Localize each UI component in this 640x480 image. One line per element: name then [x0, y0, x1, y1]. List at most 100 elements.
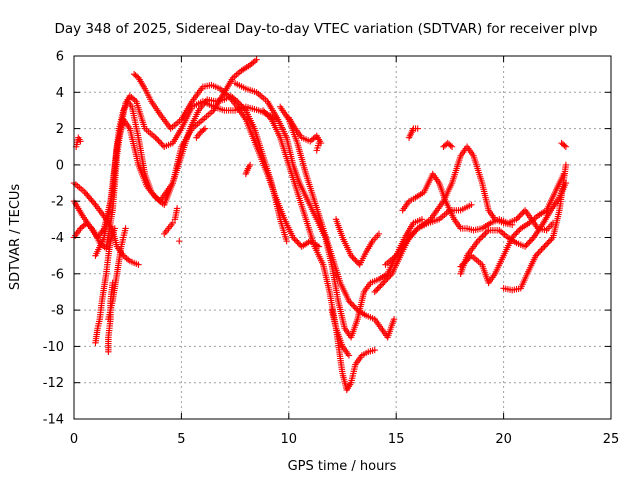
series-arc-x: [399, 170, 557, 234]
data-point: [349, 253, 356, 261]
data-point: [514, 228, 522, 235]
data-point: [135, 261, 142, 268]
data-point: [246, 161, 254, 169]
data-point: [352, 256, 359, 264]
data-point: [294, 238, 301, 246]
data-point: [510, 232, 517, 240]
data-point: [153, 135, 161, 143]
data-point: [546, 237, 554, 244]
data-point: [241, 105, 248, 113]
data-point: [315, 139, 323, 147]
data-point: [477, 234, 485, 242]
data-point: [264, 111, 271, 119]
data-point: [447, 142, 454, 149]
y-tick-labels: -14 -12 -10 -8 -6 -4 -2 0 2 4 6: [43, 50, 64, 428]
data-point: [111, 225, 119, 232]
x-axis-label: GPS time / hours: [288, 459, 397, 474]
series-arc-n: [231, 80, 426, 341]
data-point: [381, 278, 388, 285]
axis-ticks: [73, 55, 612, 420]
data-point: [539, 244, 547, 252]
data-point: [524, 240, 532, 247]
data-point: [519, 210, 526, 217]
data-point: [535, 249, 542, 256]
data-point: [527, 237, 535, 244]
data-point: [521, 243, 529, 250]
data-point: [529, 235, 536, 243]
data-point: [283, 237, 290, 245]
data-point: [479, 233, 486, 240]
data-point: [374, 285, 381, 293]
series-arc-d: [92, 56, 260, 259]
series-arc-s: [332, 216, 383, 268]
data-point: [372, 287, 380, 294]
data-point: [345, 352, 353, 359]
data-point: [239, 104, 247, 111]
data-point: [201, 125, 209, 132]
data-point: [474, 237, 482, 245]
series-arc-zc: [558, 139, 570, 150]
series-arc-c: [70, 92, 290, 245]
series-arc-y: [440, 139, 456, 150]
y-tick-label: -2: [51, 195, 64, 210]
y-tick-label: -10: [43, 340, 64, 355]
data-point: [384, 275, 391, 282]
series-arc-l: [176, 237, 183, 245]
data-point: [371, 346, 378, 354]
y-tick-label: 0: [56, 158, 64, 173]
data-point: [261, 108, 268, 116]
data-point: [152, 134, 159, 141]
series-arc-i: [130, 70, 323, 250]
data-point: [173, 205, 181, 212]
data-point: [347, 299, 354, 306]
y-tick-label: 4: [56, 86, 64, 101]
data-point: [378, 281, 386, 288]
data-point: [348, 300, 356, 308]
series-arc-zd: [328, 306, 353, 359]
data-point: [375, 230, 383, 238]
data-point: [465, 255, 472, 262]
data-point: [468, 201, 475, 209]
data-point: [514, 214, 522, 222]
data-point: [534, 250, 541, 258]
data-point: [259, 107, 267, 114]
data-point: [562, 143, 570, 150]
y-tick-label: -8: [51, 304, 64, 319]
series-arc-p: [277, 103, 398, 341]
data-point: [418, 216, 426, 223]
data-point: [253, 56, 260, 63]
data-point: [387, 272, 394, 279]
data-point: [513, 216, 520, 223]
series-arc-o: [259, 107, 378, 394]
data-point: [526, 238, 533, 246]
data-point: [562, 161, 570, 169]
data-point: [483, 228, 491, 235]
data-point: [292, 237, 300, 244]
series-arc-r: [313, 139, 323, 154]
data-point: [377, 282, 384, 290]
data-point: [122, 225, 129, 232]
series-arc-k: [171, 205, 181, 223]
data-point: [414, 125, 421, 132]
data-point: [532, 252, 540, 259]
data-point: [482, 230, 489, 237]
x-tick-labels: 0 5 10 15 20 25: [70, 432, 619, 447]
series-arc-f: [92, 225, 119, 346]
series-arc-j: [161, 219, 177, 238]
data-point: [536, 247, 544, 255]
data-point: [463, 257, 470, 264]
y-axis-label: SDTVAR / TECUs: [8, 184, 23, 291]
series-arc-t: [242, 161, 254, 178]
y-tick-label: 6: [56, 50, 64, 65]
series-arc-q: [285, 114, 325, 147]
data-point: [561, 142, 568, 149]
x-tick-label: 20: [495, 432, 512, 447]
data-point: [353, 258, 361, 265]
data-point: [159, 142, 166, 149]
data-point: [155, 137, 162, 144]
data-point: [371, 288, 378, 296]
series-arc-g: [105, 279, 116, 356]
data-point: [385, 273, 393, 281]
data-point: [200, 126, 207, 134]
